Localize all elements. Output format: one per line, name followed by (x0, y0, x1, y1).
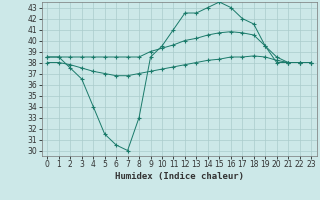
X-axis label: Humidex (Indice chaleur): Humidex (Indice chaleur) (115, 172, 244, 181)
